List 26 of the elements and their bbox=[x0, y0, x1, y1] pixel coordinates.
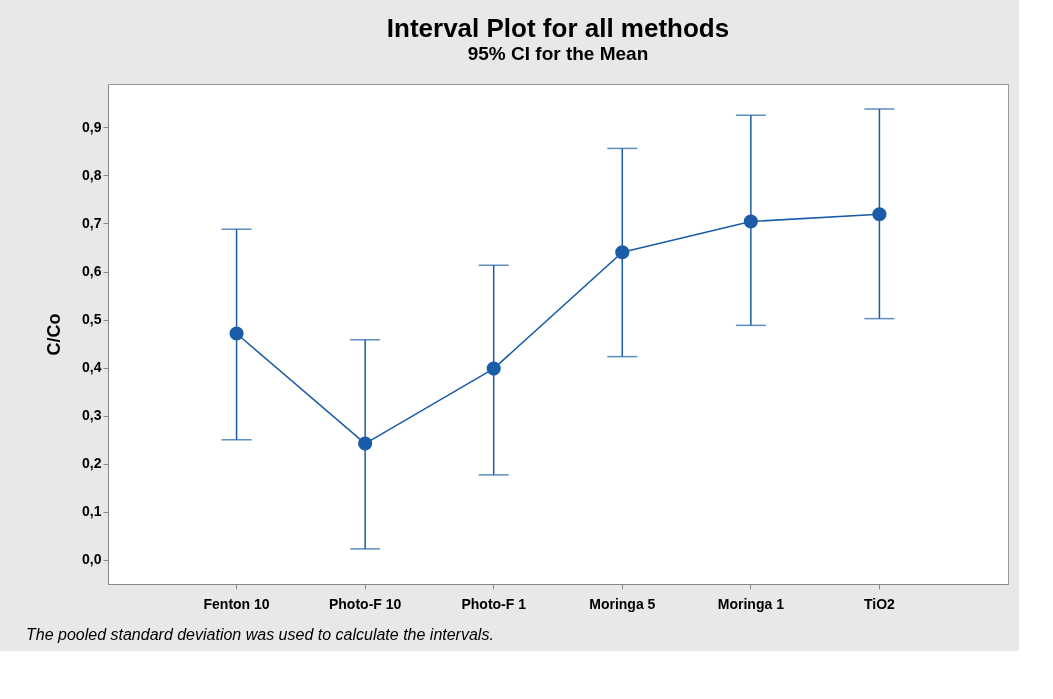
y-tick-label: 0,3 bbox=[82, 407, 102, 424]
point bbox=[615, 245, 630, 260]
y-tick-label: 0,8 bbox=[82, 166, 102, 183]
text: The pooled standard deviation was used to calculate the intervals. bbox=[26, 626, 494, 643]
x-tick-label: Fenton 10 bbox=[203, 595, 270, 612]
y-tick-label: 0,1 bbox=[82, 503, 102, 520]
y-tick-label: 0,0 bbox=[82, 551, 102, 568]
point bbox=[743, 214, 758, 229]
y-tick-label: 0,7 bbox=[82, 214, 102, 231]
x-tick-label: Moringa 5 bbox=[589, 595, 656, 612]
point bbox=[358, 436, 373, 451]
x-tick-label: Photo-F 10 bbox=[328, 595, 402, 612]
chart-title: Interval Plot for all methods bbox=[386, 13, 730, 43]
x-tick-label: TiO2 bbox=[863, 595, 896, 612]
point bbox=[486, 361, 501, 376]
chart-subtitle: 95% CI for the Mean bbox=[467, 43, 649, 64]
y-tick-label: 0,2 bbox=[82, 455, 102, 472]
y-tick-label: 0,9 bbox=[82, 118, 102, 135]
y-tick-label: 0,5 bbox=[82, 311, 102, 328]
y-tick-label: 0,6 bbox=[82, 263, 102, 279]
y-tick-label: 0,4 bbox=[82, 359, 102, 376]
y-axis-title: C/Co bbox=[44, 313, 65, 356]
x-tick-label: Moringa 1 bbox=[717, 595, 785, 612]
x-tick-label: Photo-F 1 bbox=[461, 595, 527, 612]
point bbox=[872, 207, 887, 222]
point bbox=[229, 326, 244, 341]
